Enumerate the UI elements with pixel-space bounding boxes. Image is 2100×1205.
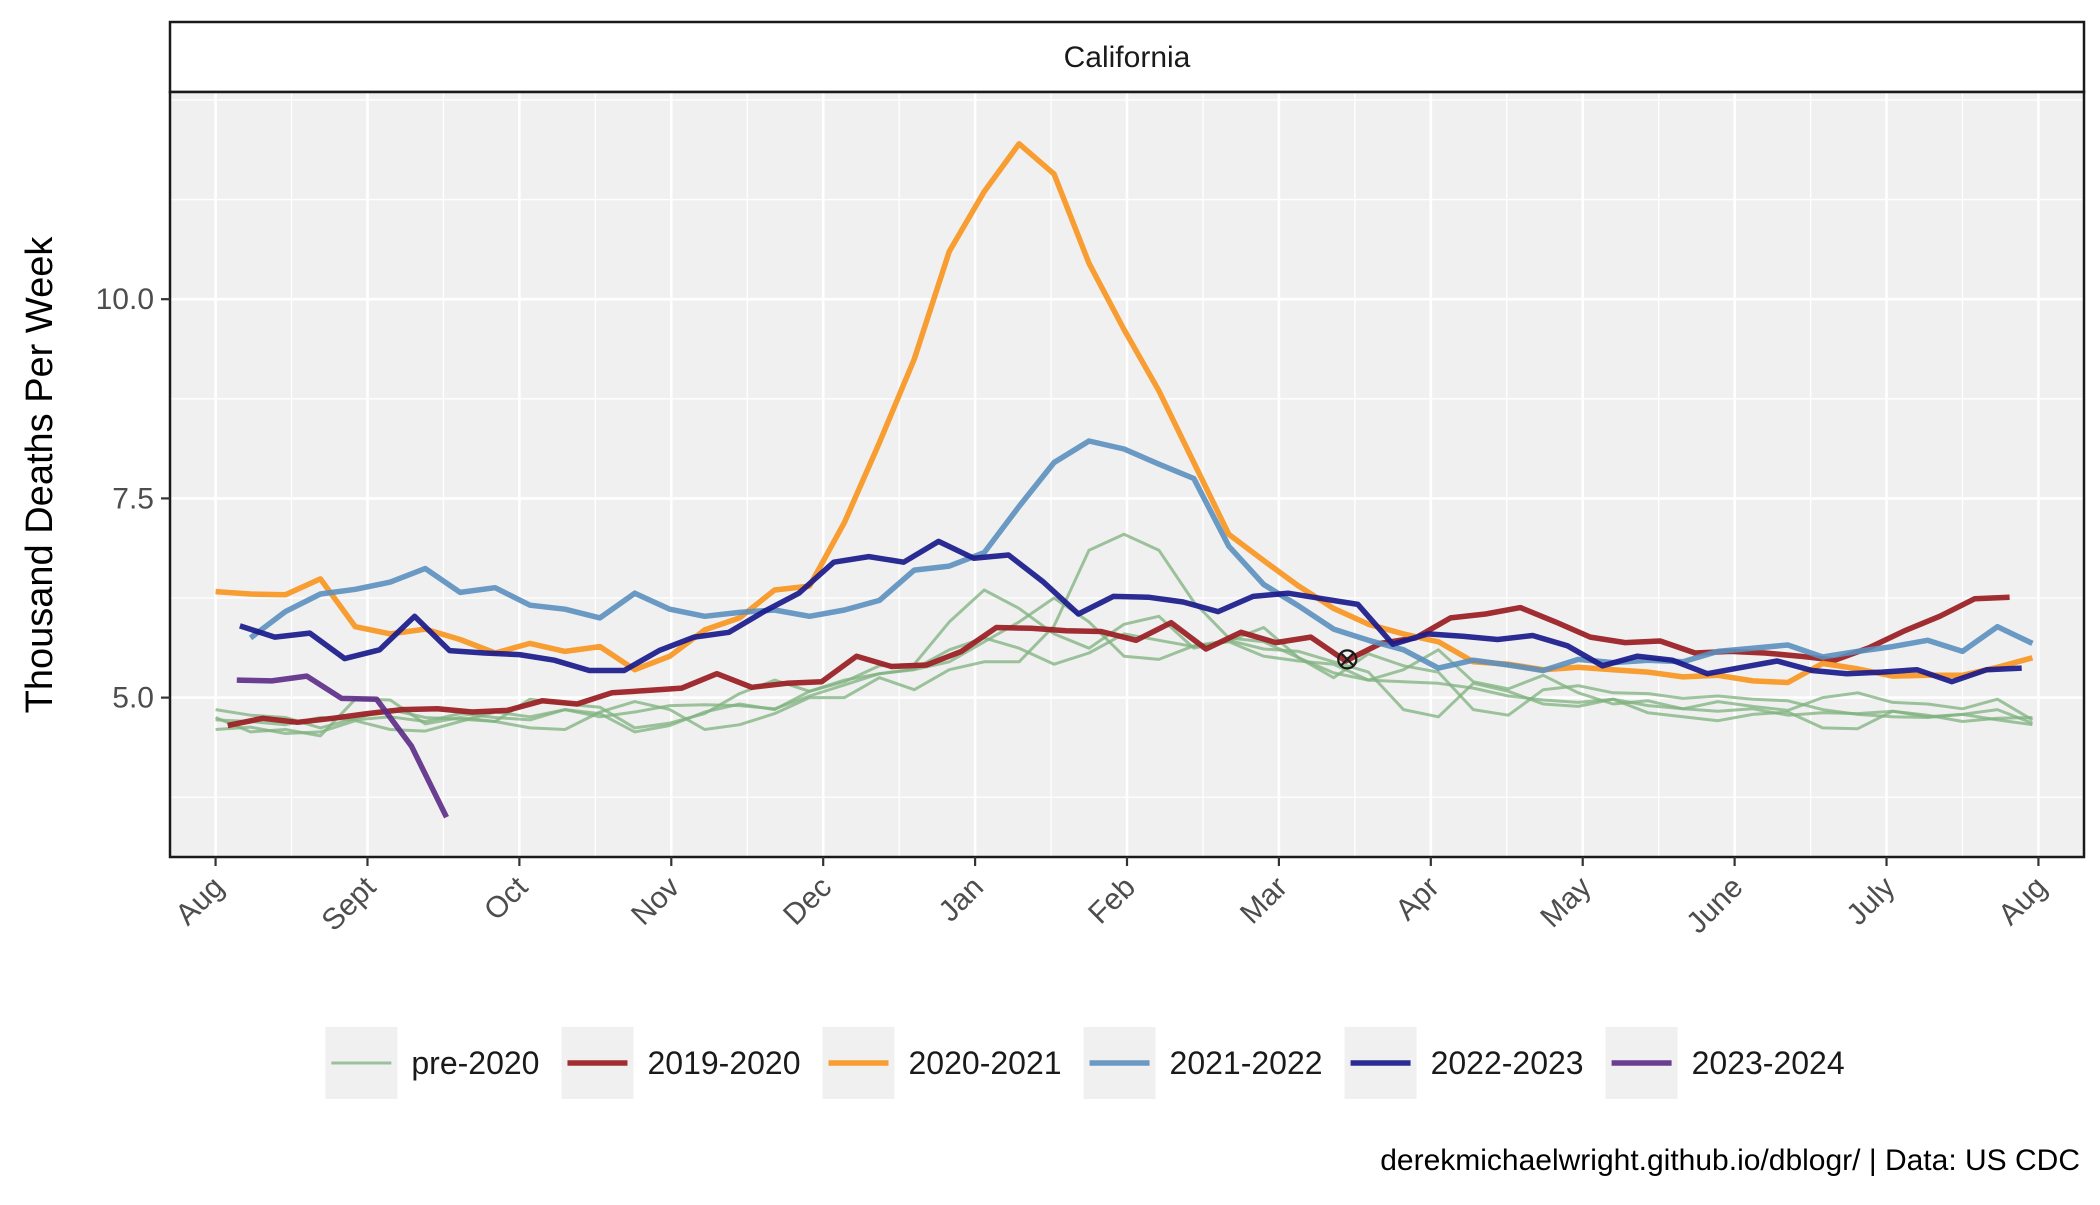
x-tick-label: Aug: [1992, 871, 2053, 932]
series-line-2021-2022-6: [248, 438, 2034, 674]
legend-label: 2020-2021: [909, 1045, 1062, 1081]
x-tick-label: Mar: [1234, 871, 1294, 931]
y-tick-label: 10.0: [96, 283, 154, 316]
y-tick-label: 7.5: [112, 482, 154, 515]
x-tick-label: July: [1840, 871, 1901, 932]
x-tick-label: Nov: [625, 871, 686, 932]
x-tick-label: Oct: [478, 870, 535, 927]
legend-label: 2023-2024: [1692, 1045, 1845, 1081]
legend-label: 2019-2020: [647, 1045, 800, 1081]
series-line-2023-2024-8: [236, 673, 449, 819]
grid-lines: [170, 92, 2084, 857]
facet-title: California: [1064, 41, 1191, 74]
x-tick-label: May: [1534, 871, 1597, 934]
series-line-pre-2020-2: [215, 596, 2033, 735]
y-axis: 5.0 7.5 10.0: [96, 283, 170, 715]
x-tick-label: Aug: [169, 871, 230, 932]
series-line-pre-2020-3: [215, 632, 2033, 727]
x-tick-label: Apr: [1389, 871, 1445, 927]
legend-label: pre-2020: [411, 1045, 539, 1081]
x-tick-label: Jan: [933, 871, 991, 929]
caption: derekmichaelwright.github.io/dblogr/ | D…: [1380, 1144, 2080, 1177]
x-axis: Aug Sept Oct Nov Dec Jan Feb Mar Apr May June July A…: [169, 857, 2053, 940]
x-tick-label: June: [1680, 871, 1749, 940]
annotation-marker: [1337, 649, 1358, 670]
legend-item-2021-2022: 2021-2022: [1083, 1027, 1323, 1099]
legend-item-2020-2021: 2020-2021: [822, 1027, 1062, 1099]
legend-item-pre-2020: pre-2020: [325, 1027, 539, 1099]
series-line-2020-2021-5: [215, 141, 2034, 686]
legend-item-2019-2020: 2019-2020: [561, 1027, 801, 1099]
x-tick-label: Dec: [777, 871, 838, 932]
facet-strip: [168, 20, 2086, 94]
x-tick-label: Sept: [315, 870, 382, 937]
marker-layer: [1337, 649, 1358, 670]
series-line-2022-2023-7: [239, 538, 2022, 685]
x-tick-label: Feb: [1082, 871, 1142, 931]
legend: pre-2020 2019-2020 2020-2021 2021-2022 2022-…: [325, 1027, 1845, 1099]
legend-item-2023-2024: 2023-2024: [1605, 1027, 1845, 1099]
y-axis-title: Thousand Deaths Per Week: [19, 236, 61, 714]
legend-item-2022-2023: 2022-2023: [1344, 1027, 1584, 1099]
legend-label: 2022-2023: [1431, 1045, 1584, 1081]
series-line-pre-2020-0: [215, 532, 2033, 738]
series-lines: [215, 141, 2034, 819]
legend-label: 2021-2022: [1170, 1045, 1323, 1081]
y-tick-label: 5.0: [112, 682, 154, 715]
